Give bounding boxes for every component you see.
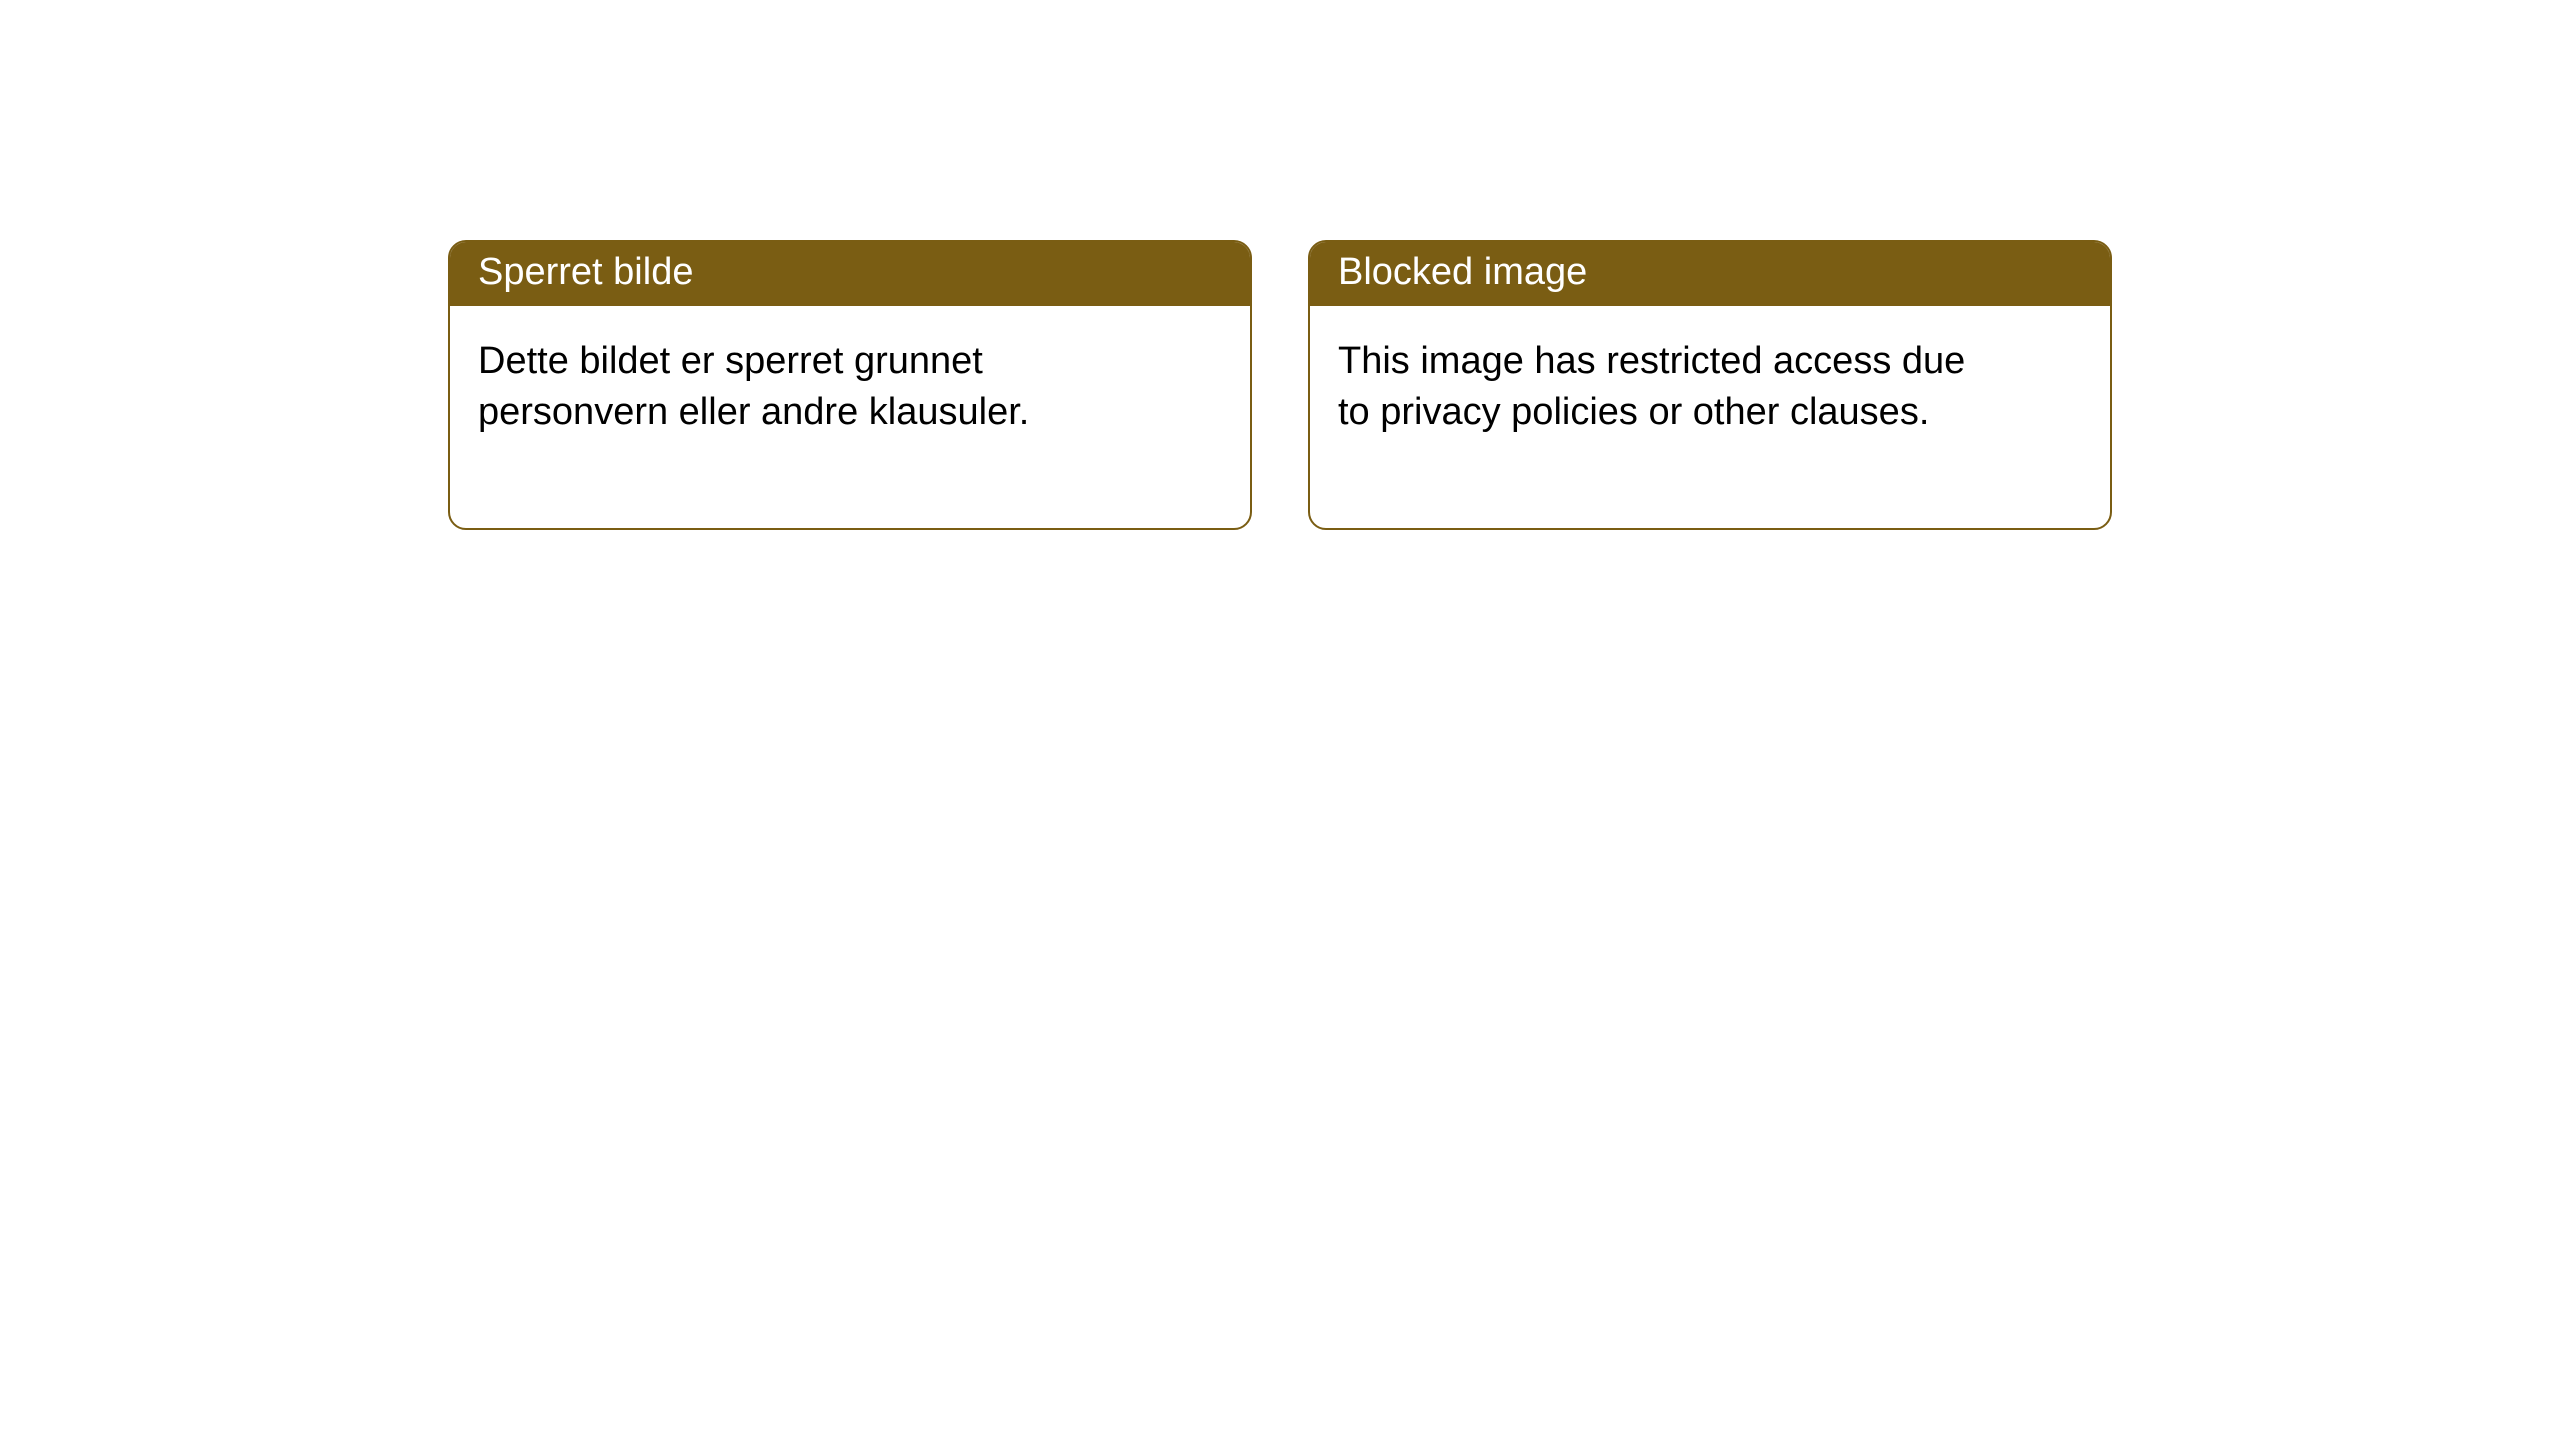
notice-card-norwegian: Sperret bilde Dette bildet er sperret gr… xyxy=(448,240,1252,530)
notice-body-english: This image has restricted access due to … xyxy=(1310,306,2030,529)
notice-body-norwegian: Dette bildet er sperret grunnet personve… xyxy=(450,306,1170,529)
notice-title-norwegian: Sperret bilde xyxy=(450,242,1250,306)
notice-title-english: Blocked image xyxy=(1310,242,2110,306)
notice-card-english: Blocked image This image has restricted … xyxy=(1308,240,2112,530)
notice-container: Sperret bilde Dette bildet er sperret gr… xyxy=(0,0,2560,530)
